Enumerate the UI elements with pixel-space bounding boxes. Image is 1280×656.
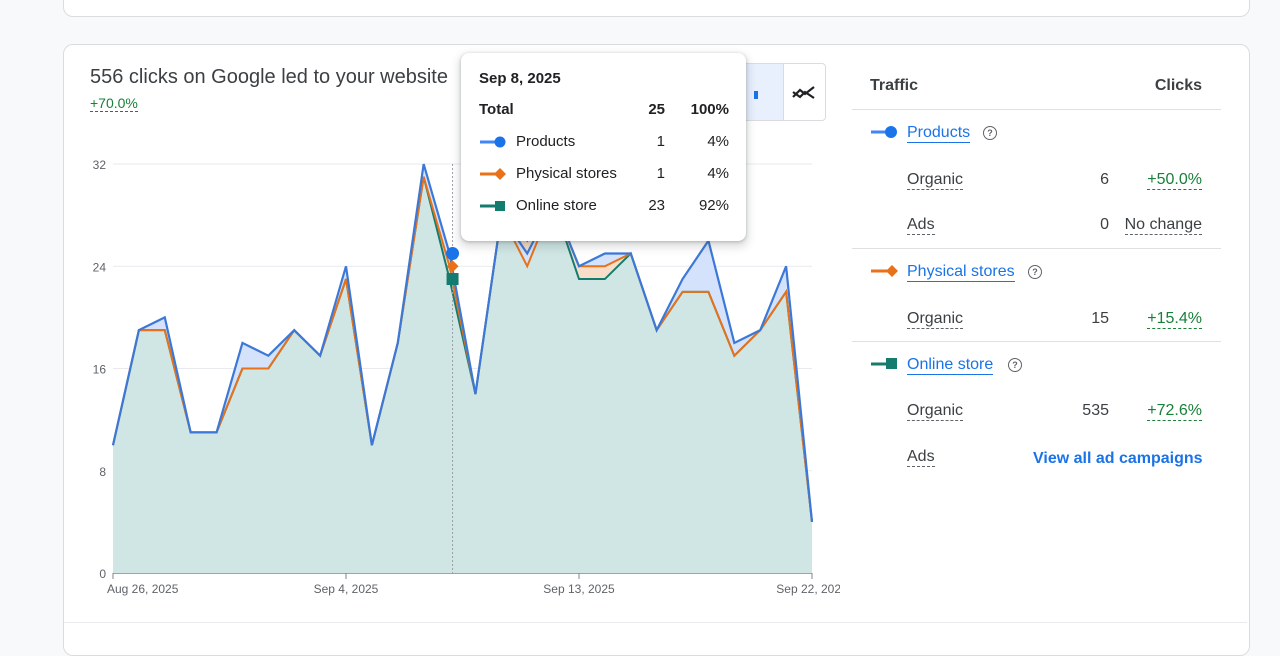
physical-stores-link[interactable]: Physical stores — [907, 263, 1015, 282]
tooltip-row-pct: 4% — [707, 165, 729, 182]
y-tick-label: 16 — [93, 363, 107, 377]
online-store-legend-icon — [871, 358, 897, 369]
clicks-change[interactable]: +70.0% — [90, 95, 138, 112]
products-link[interactable]: Products — [907, 124, 971, 143]
x-tick-label: Sep 22, 2025 — [776, 582, 840, 596]
physical-stores-line — [112, 176, 813, 522]
tooltip-row-label: Online store — [516, 197, 597, 214]
clicks-header: Clicks — [1154, 77, 1202, 94]
card-divider — [64, 622, 1247, 623]
help-icon[interactable]: ? — [1028, 265, 1042, 279]
tooltip-row-physical-stores: Physical stores 1 4% — [479, 164, 729, 184]
tooltip-total-row: Total 25 100% — [479, 100, 729, 120]
products-organic-label[interactable]: Organic — [907, 171, 964, 190]
trend-view-button[interactable] — [782, 64, 826, 120]
tooltip-row-value: 1 — [656, 133, 665, 150]
physical-stores-legend-icon — [480, 168, 506, 180]
online-store-organic-change[interactable]: +72.6% — [1147, 402, 1202, 421]
online-store-ads-label[interactable]: Ads — [907, 448, 935, 467]
traffic-header: Traffic — [870, 77, 919, 94]
products-ads-change[interactable]: No change — [1124, 216, 1202, 235]
x-tick-label: Sep 13, 2025 — [543, 582, 615, 596]
tooltip-row-label: Physical stores — [516, 165, 617, 182]
tooltip-total-value: 25 — [648, 101, 665, 118]
chart-tooltip: Sep 8, 2025 Total 25 100% Products 1 4% … — [461, 53, 746, 241]
tooltip-total-pct: 100% — [690, 101, 729, 118]
y-tick-label: 0 — [99, 567, 106, 581]
chart-view-button[interactable] — [741, 64, 783, 120]
online-store-organic-label[interactable]: Organic — [907, 402, 964, 421]
previous-card — [63, 0, 1250, 17]
products-organic-value: 6 — [1100, 171, 1109, 188]
help-icon[interactable]: ? — [1008, 358, 1022, 372]
y-tick-label: 32 — [93, 158, 107, 172]
chart-icon — [753, 91, 758, 99]
tooltip-row-label: Products — [516, 133, 576, 150]
clicks-chart: 0 8 16 24 32 Aug 26, 2025 Sep 4, 2025 Sep 13, 2… — [93, 158, 840, 596]
tooltip-row-value: 1 — [656, 165, 665, 182]
trend-icon — [792, 86, 815, 99]
physical-stores-marker — [446, 260, 459, 273]
online-store-marker — [446, 273, 459, 286]
products-marker — [446, 246, 460, 260]
physical-stores-organic-value: 15 — [1091, 310, 1109, 327]
products-ads-label[interactable]: Ads — [907, 216, 935, 235]
products-line — [111, 163, 814, 522]
chart-view-toggle — [740, 63, 826, 121]
tooltip-total-label: Total — [479, 101, 514, 118]
tooltip-row-pct: 92% — [698, 197, 729, 214]
x-tick-label: Sep 4, 2025 — [314, 582, 379, 596]
physical-stores-legend-icon — [871, 265, 898, 277]
products-ads-value: 0 — [1100, 216, 1109, 233]
tooltip-row-value: 23 — [648, 197, 665, 214]
y-tick-label: 24 — [93, 260, 107, 274]
physical-stores-organic-label[interactable]: Organic — [907, 310, 964, 329]
clicks-headline: 556 clicks on Google led to your website — [90, 66, 448, 88]
tooltip-row-online-store: Online store 23 92% — [479, 196, 729, 216]
online-store-legend-icon — [480, 201, 505, 211]
tooltip-row-pct: 4% — [707, 133, 729, 150]
products-legend-icon — [871, 126, 897, 138]
online-store-link[interactable]: Online store — [907, 356, 994, 375]
products-organic-change[interactable]: +50.0% — [1147, 171, 1202, 190]
tooltip-date: Sep 8, 2025 — [479, 70, 561, 87]
help-icon[interactable]: ? — [983, 126, 997, 140]
view-all-ad-campaigns-link[interactable]: View all ad campaigns — [1033, 450, 1203, 467]
divider — [852, 248, 1221, 249]
y-tick-label: 8 — [99, 465, 106, 479]
divider — [852, 109, 1221, 110]
tooltip-row-products: Products 1 4% — [479, 132, 729, 152]
x-tick-label: Aug 26, 2025 — [107, 582, 179, 596]
physical-stores-organic-change[interactable]: +15.4% — [1147, 310, 1202, 329]
online-store-organic-value: 535 — [1082, 402, 1109, 419]
products-legend-icon — [480, 136, 506, 148]
divider — [852, 341, 1221, 342]
